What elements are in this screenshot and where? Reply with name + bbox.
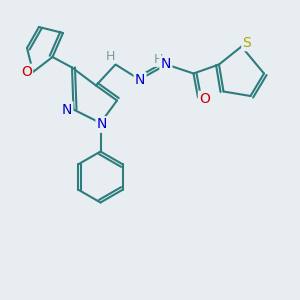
Text: N: N xyxy=(97,118,107,131)
Text: N: N xyxy=(62,103,72,116)
Text: H: H xyxy=(153,52,163,66)
Text: H: H xyxy=(105,50,115,63)
Text: S: S xyxy=(242,36,251,50)
Text: N: N xyxy=(135,73,145,87)
Text: O: O xyxy=(21,65,32,79)
Text: O: O xyxy=(199,92,210,106)
Text: N: N xyxy=(161,57,171,71)
